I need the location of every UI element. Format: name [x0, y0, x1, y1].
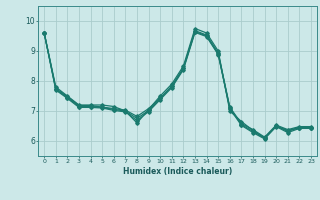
- X-axis label: Humidex (Indice chaleur): Humidex (Indice chaleur): [123, 167, 232, 176]
